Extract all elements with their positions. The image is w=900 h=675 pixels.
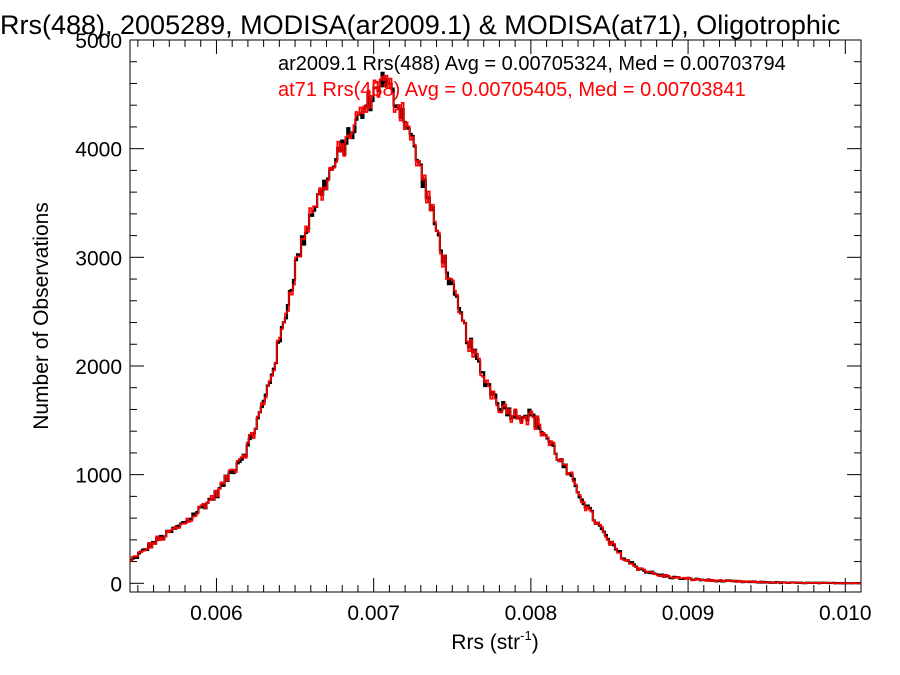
- legend-at71: at71 Rrs(488) Avg = 0.00705405, Med = 0.…: [278, 79, 746, 101]
- y-tick-label: 0: [110, 573, 122, 596]
- series-ar2009-line: [130, 71, 861, 585]
- x-tick-label: 0.009: [662, 602, 715, 625]
- x-axis-label: Rrs (str-1): [451, 628, 538, 654]
- y-tick-label: 4000: [75, 139, 122, 162]
- y-tick-label: 3000: [75, 247, 122, 270]
- x-tick-labels: 0.006 0.007 0.008 0.009 0.010: [190, 602, 871, 625]
- y-axis-label: Number of Observations: [30, 202, 53, 430]
- legend-ar2009: ar2009.1 Rrs(488) Avg = 0.00705324, Med …: [278, 53, 786, 75]
- y-tick-label: 1000: [75, 465, 122, 488]
- axis-ticks: [130, 39, 862, 592]
- y-tick-label: 2000: [75, 356, 122, 379]
- plot-frame: [129, 39, 862, 593]
- x-tick-label: 0.007: [347, 602, 400, 625]
- series-at71-line: [130, 74, 861, 585]
- y-tick-label: 5000: [75, 30, 122, 53]
- x-tick-label: 0.006: [190, 602, 243, 625]
- x-tick-label: 0.010: [819, 602, 872, 625]
- chart-title: Rrs(488), 2005289, MODISA(ar2009.1) & MO…: [0, 10, 840, 40]
- x-tick-label: 0.008: [505, 602, 558, 625]
- y-tick-labels: 0 1000 2000 3000 4000 5000: [75, 30, 122, 596]
